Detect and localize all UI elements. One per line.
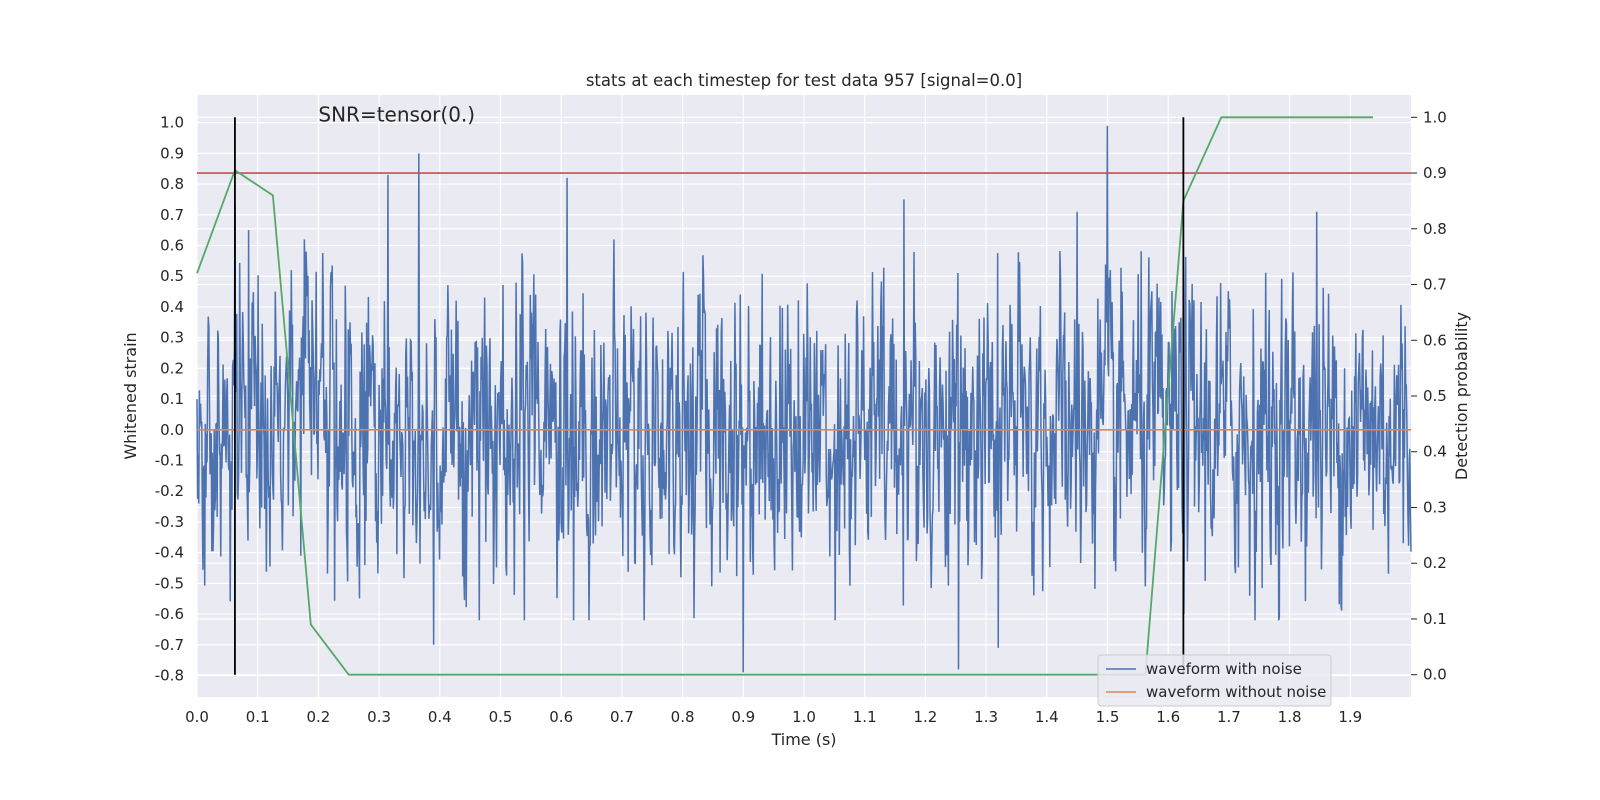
x-tick-label: 1.5: [1096, 708, 1120, 726]
y-tick-label-left: -0.8: [155, 667, 184, 685]
y-tick-label-right: 0.3: [1423, 498, 1447, 516]
y-tick-label-left: 0.7: [160, 206, 184, 224]
x-tick-label: 0.0: [185, 708, 209, 726]
chart-title: stats at each timestep for test data 957…: [586, 71, 1022, 90]
y-tick-label-left: 0.1: [160, 390, 184, 408]
series-detection-probability: [196, 116, 1374, 676]
y-tick-label-right: 0.6: [1423, 331, 1447, 349]
y-tick-label-right: 0.1: [1423, 610, 1447, 628]
y-tick-label-left: 0.4: [160, 298, 184, 316]
y-tick-label-left: 0.2: [160, 359, 184, 377]
y-tick-label-right: 0.9: [1423, 164, 1447, 182]
y-tick-label-left: -0.6: [155, 605, 184, 623]
series-waveform-with-noise: [196, 125, 1412, 673]
x-tick-label: 0.8: [671, 708, 695, 726]
y-tick-label-left: 0.6: [160, 237, 184, 255]
y-tick-label-right: 0.0: [1423, 666, 1447, 684]
y-tick-label-left: 1.0: [160, 114, 184, 132]
y-tick-label-left: -0.1: [155, 452, 184, 470]
x-tick-label: 0.9: [731, 708, 755, 726]
x-tick-label: 0.7: [610, 708, 634, 726]
y-axis-label-right: Detection probability: [1452, 312, 1471, 480]
y-tick-label-left: -0.7: [155, 636, 184, 654]
y-tick-label-right: 0.4: [1423, 443, 1447, 461]
x-tick-label: 1.0: [792, 708, 816, 726]
x-tick-label: 1.9: [1338, 708, 1362, 726]
x-tick-label: 1.3: [974, 708, 998, 726]
x-tick-label: 0.6: [549, 708, 573, 726]
x-tick-label: 1.7: [1217, 708, 1241, 726]
x-tick-label: 0.5: [489, 708, 513, 726]
snr-annotation: SNR=tensor(0.): [318, 103, 475, 127]
y-tick-label-left: -0.5: [155, 574, 184, 592]
y-tick-label-right: 0.2: [1423, 554, 1447, 572]
x-tick-label: 1.8: [1278, 708, 1302, 726]
y-tick-label-left: 0.0: [160, 421, 184, 439]
y-tick-label-left: -0.2: [155, 482, 184, 500]
y-tick-label-right: 0.8: [1423, 220, 1447, 238]
y-tick-label-left: -0.4: [155, 544, 184, 562]
x-tick-label: 0.1: [246, 708, 270, 726]
legend-label-noisy: waveform with noise: [1146, 660, 1302, 678]
legend: waveform with noise waveform without noi…: [1097, 654, 1332, 707]
tick-layer: 0.0 0.1 0.2 0.3 0.4 0.5 0.6 0.7 0.8 0.9 1.0 1.1 1.2 1…: [155, 108, 1447, 726]
legend-label-clean: waveform without noise: [1146, 683, 1326, 701]
y-axis-label-left: Whitened strain: [121, 332, 140, 459]
x-tick-label: 0.3: [367, 708, 391, 726]
y-tick-label-left: -0.3: [155, 513, 184, 531]
data-layer: [196, 116, 1412, 676]
y-tick-label-left: 0.9: [160, 144, 184, 162]
y-tick-label-right: 0.7: [1423, 276, 1447, 294]
x-tick-label: 1.2: [913, 708, 937, 726]
y-tick-label-left: 0.3: [160, 329, 184, 347]
y-tick-label-right: 1.0: [1423, 108, 1447, 126]
legend-box: [1097, 654, 1332, 707]
y-tick-label-left: 0.8: [160, 175, 184, 193]
x-tick-label: 0.4: [428, 708, 452, 726]
x-tick-label: 0.2: [306, 708, 330, 726]
x-tick-label: 1.1: [853, 708, 877, 726]
x-axis-label: Time (s): [770, 730, 836, 749]
x-tick-label: 1.6: [1156, 708, 1180, 726]
y-tick-label-left: 0.5: [160, 267, 184, 285]
x-tick-label: 1.4: [1035, 708, 1059, 726]
y-tick-label-right: 0.5: [1423, 387, 1447, 405]
